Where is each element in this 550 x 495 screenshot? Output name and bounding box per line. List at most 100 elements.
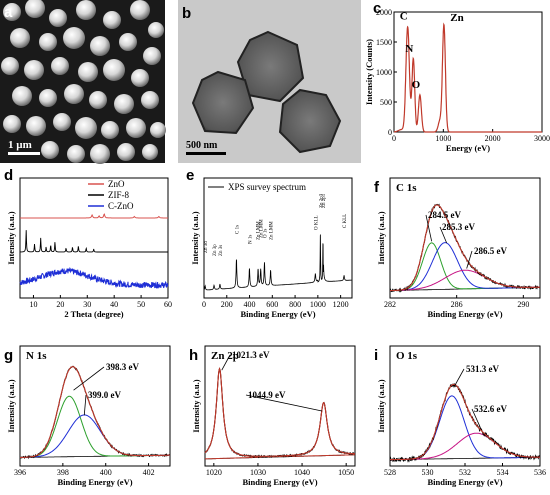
x-tick-label: 536 [534, 468, 546, 477]
xps-peak-label: O 1s [263, 229, 268, 238]
x-tick-label: 290 [517, 300, 529, 309]
peak-annotation: 399.0 eV [88, 390, 121, 400]
annotation-arrow [221, 354, 231, 371]
sem-particle [1, 57, 19, 75]
x-tick-label: 1000 [435, 134, 451, 143]
x-tick-label: 398 [57, 468, 69, 477]
x-tick-label: 200 [221, 300, 233, 309]
annotation-arrow [466, 250, 473, 269]
panel-f-c1s-chart: 282 286 290 Binding Energy (eV) Intensity (a… [374, 177, 541, 319]
x-tick-label: 40 [110, 300, 118, 309]
annotation-arrow [245, 394, 322, 412]
panel-title: N 1s [26, 350, 47, 362]
x-axis-label: Binding Energy (eV) [242, 477, 317, 487]
panel-a-label: a [4, 4, 13, 21]
x-axis-label: Binding Energy (eV) [57, 477, 132, 487]
xps-peak-label: Zn LMM [260, 219, 265, 238]
element-annotation: Zn [450, 12, 463, 24]
panel-b-label: b [182, 5, 191, 22]
y-axis-label: Intensity (a.u.) [191, 379, 201, 432]
annotation-arrow [73, 366, 105, 391]
sem-particle [126, 118, 146, 138]
plot-frame [204, 345, 356, 467]
x-tick-label: 1030 [250, 468, 266, 477]
sem-particle [63, 27, 85, 49]
y-axis-label: Intensity (a.u.) [376, 379, 386, 432]
panel-label: e [186, 167, 194, 184]
peak-annotation: 284.5 eV [428, 210, 461, 220]
eds-series-line [394, 22, 542, 133]
tem-particle-3 [278, 88, 342, 154]
panel-label: f [374, 179, 380, 196]
xps-peak-label: Zn 3d [204, 241, 209, 253]
xps-peak-label: Zn 2p3 [319, 193, 324, 208]
xps-peak-label: C 1s [235, 225, 240, 234]
x-tick-label: 528 [384, 468, 396, 477]
sem-particle [142, 144, 158, 160]
scale-bar-a [8, 152, 40, 155]
legend-label: C-ZnO [108, 201, 134, 211]
xps-peak-label: Zn LMM [270, 221, 275, 240]
fit-envelope-line [204, 367, 356, 457]
series-zno-line [20, 213, 168, 219]
fit-component-line [390, 395, 540, 461]
panel-label: g [4, 347, 13, 364]
y-axis-label: Intensity (a.u.) [376, 211, 386, 264]
y-tick-label: 2000 [376, 8, 392, 17]
legend-label: ZnO [108, 179, 125, 189]
tem-particle-1 [236, 30, 305, 103]
xps-peak-label: Zn 3s [219, 245, 224, 256]
series-zif8-line [20, 230, 168, 253]
sem-particle [67, 145, 85, 163]
element-annotation: O [412, 79, 421, 91]
sem-particle [49, 9, 67, 27]
fit-envelope-line [390, 204, 540, 292]
x-tick-label: 50 [137, 300, 145, 309]
panel-d-xrd-chart: 10 20 30 40 50 60 2 Theta (degree) Intensity (a… [4, 167, 172, 319]
sem-particle [53, 113, 71, 131]
sem-particle [101, 121, 119, 139]
raw-data-line [389, 203, 541, 293]
x-tick-label: 396 [14, 468, 26, 477]
plot-frame [389, 177, 541, 299]
x-axis-label: Binding Energy (eV) [427, 477, 502, 487]
x-axis-label: Binding Energy (eV) [427, 309, 502, 319]
x-tick-label: 530 [422, 468, 434, 477]
x-tick-label: 30 [83, 300, 91, 309]
x-tick-label: 532 [459, 468, 471, 477]
y-axis-label: Intensity (a.u.) [6, 379, 16, 432]
sem-particle [90, 36, 110, 56]
sem-particle [119, 33, 137, 51]
annotation-arrow [439, 226, 448, 244]
y-tick-label: 1500 [376, 38, 392, 47]
fit-component-line [204, 367, 355, 458]
raw-data-line [19, 365, 171, 460]
xps-peak-label: Zn 2p1 [322, 193, 327, 208]
plot-frame [19, 345, 171, 467]
x-tick-label: 800 [289, 300, 301, 309]
fit-component-line [205, 402, 355, 460]
panel-label: c [373, 0, 381, 17]
annotation-arrow [83, 394, 87, 416]
panel-g-n1s-chart: 396 398 400 402 Binding Energy (eV) Intensity… [4, 345, 171, 487]
x-tick-label: 1200 [333, 300, 349, 309]
plot-frame [389, 345, 541, 467]
x-tick-label: 3000 [534, 134, 550, 143]
peak-annotation: 532.6 eV [474, 404, 507, 414]
sem-particle [41, 141, 59, 159]
annotation-arrow [471, 408, 481, 427]
fit-envelope-line [390, 383, 540, 461]
panel-c-eds-chart: 0 1000 2000 3000 Energy (eV) Intensity (Count… [364, 0, 550, 153]
y-tick-label: 0 [388, 128, 392, 137]
x-tick-label: 1040 [294, 468, 310, 477]
fit-component-line [19, 395, 170, 458]
xps-survey-line [203, 234, 352, 291]
x-tick-label: 600 [266, 300, 278, 309]
sem-particle [12, 86, 32, 106]
x-tick-label: 1020 [206, 468, 222, 477]
sem-particle [3, 115, 21, 133]
panel-title: Zn 2p [211, 350, 239, 362]
panel-label: h [189, 347, 198, 364]
sem-particle [26, 116, 46, 136]
